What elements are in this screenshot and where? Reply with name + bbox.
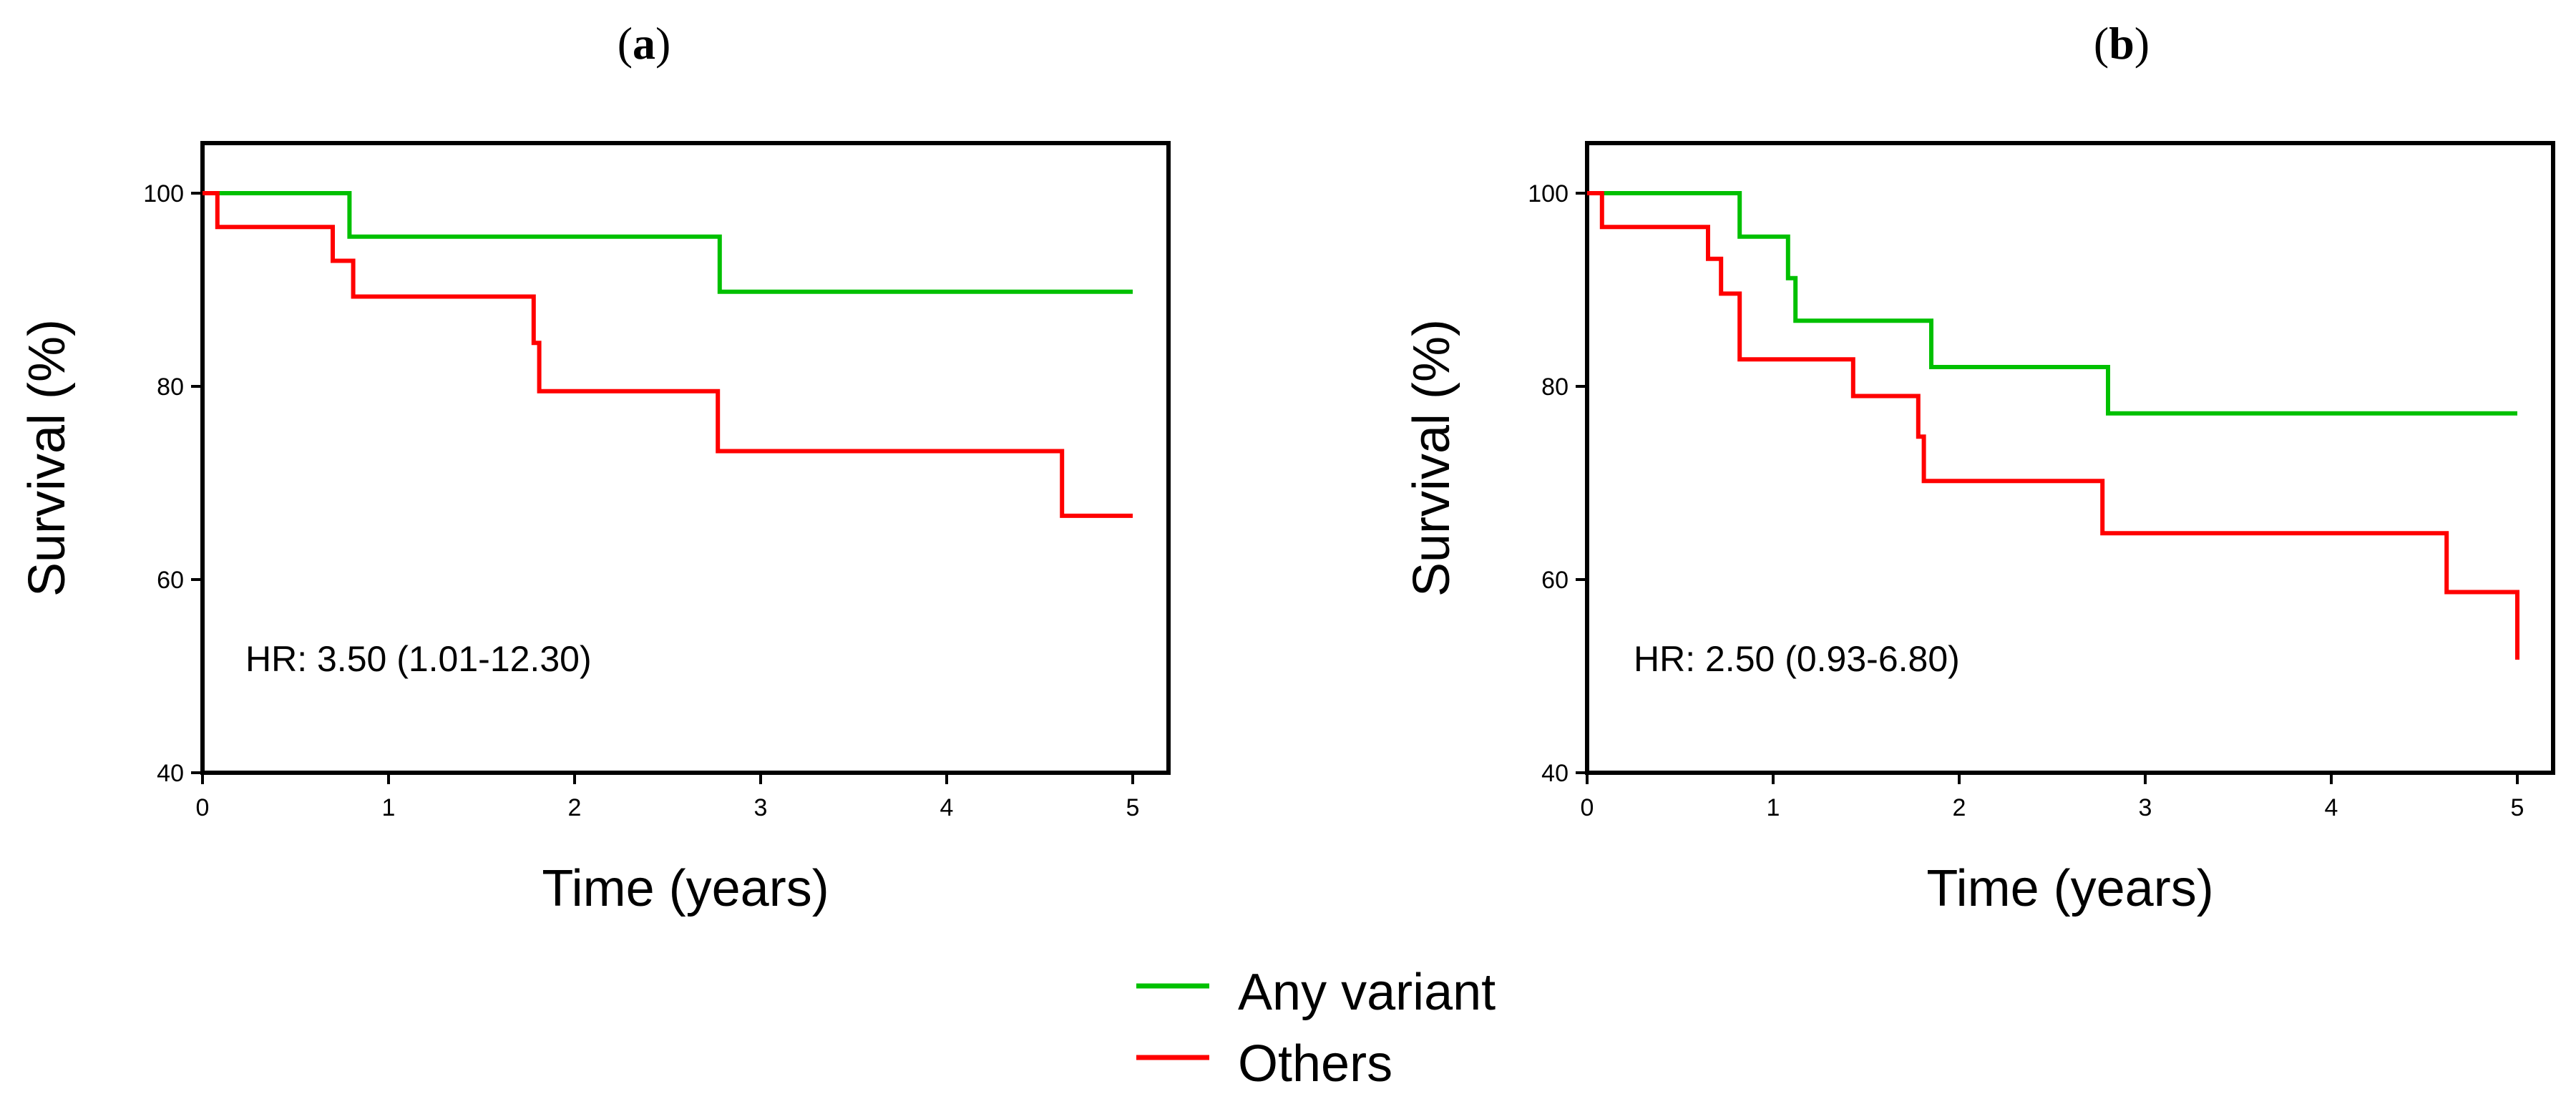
legend-label-others: Others [1238,1035,1392,1093]
axis-ticks: 0 1 2 3 4 5 40 60 80 100 [1528,180,2524,821]
y-tick-label: 40 [1541,760,1568,787]
y-axis-title: Survival (%) [1403,319,1460,597]
x-tick-label: 2 [1953,794,1966,821]
y-tick-label: 60 [1541,567,1568,594]
x-axis-title: Time (years) [542,860,829,917]
y-tick-label: 80 [1541,373,1568,401]
axis-ticks: 0 1 2 3 4 5 40 60 80 100 [143,180,1139,821]
legend: Any variant Others [1136,964,1496,1093]
x-tick-label: 1 [1767,794,1780,821]
y-tick-label: 100 [143,180,184,207]
y-tick-label: 80 [157,373,184,401]
x-tick-label: 0 [1581,794,1594,821]
series-line-any-variant [1587,191,2517,416]
series-line-others [1587,191,2519,660]
x-tick-label: 3 [754,794,768,821]
legend-label-any-variant: Any variant [1238,964,1496,1021]
panel-b-label: (b) [2094,18,2150,69]
x-tick-label: 5 [2511,794,2524,821]
hazard-ratio-annotation: HR: 3.50 (1.01-12.30) [245,639,592,679]
y-tick-label: 40 [157,760,184,787]
x-axis-title: Time (years) [1926,860,2213,917]
x-tick-label: 5 [1126,794,1140,821]
y-tick-label: 60 [157,567,184,594]
y-tick-label: 100 [1528,180,1568,207]
hazard-ratio-annotation: HR: 2.50 (0.93-6.80) [1634,639,1960,679]
x-tick-label: 4 [2325,794,2338,821]
series-group [203,191,1133,518]
x-tick-label: 0 [196,794,210,821]
plot-frame [1585,141,2555,775]
x-tick-label: 4 [940,794,954,821]
x-tick-label: 3 [2139,794,2152,821]
x-tick-label: 1 [382,794,396,821]
x-tick-label: 2 [568,794,582,821]
plot-frame [200,141,1171,775]
chart-panel-b: 0 1 2 3 4 5 40 60 80 100 Time (years) Survival (%… [1403,141,2555,917]
chart-panel-a: 0 1 2 3 4 5 40 60 80 100 Time (years) Survival (%… [19,141,1171,917]
series-group [1587,191,2519,660]
series-line-others [203,191,1133,518]
panel-a-label: (a) [618,18,671,69]
series-line-any-variant [203,191,1133,294]
y-axis-title: Survival (%) [19,319,76,597]
